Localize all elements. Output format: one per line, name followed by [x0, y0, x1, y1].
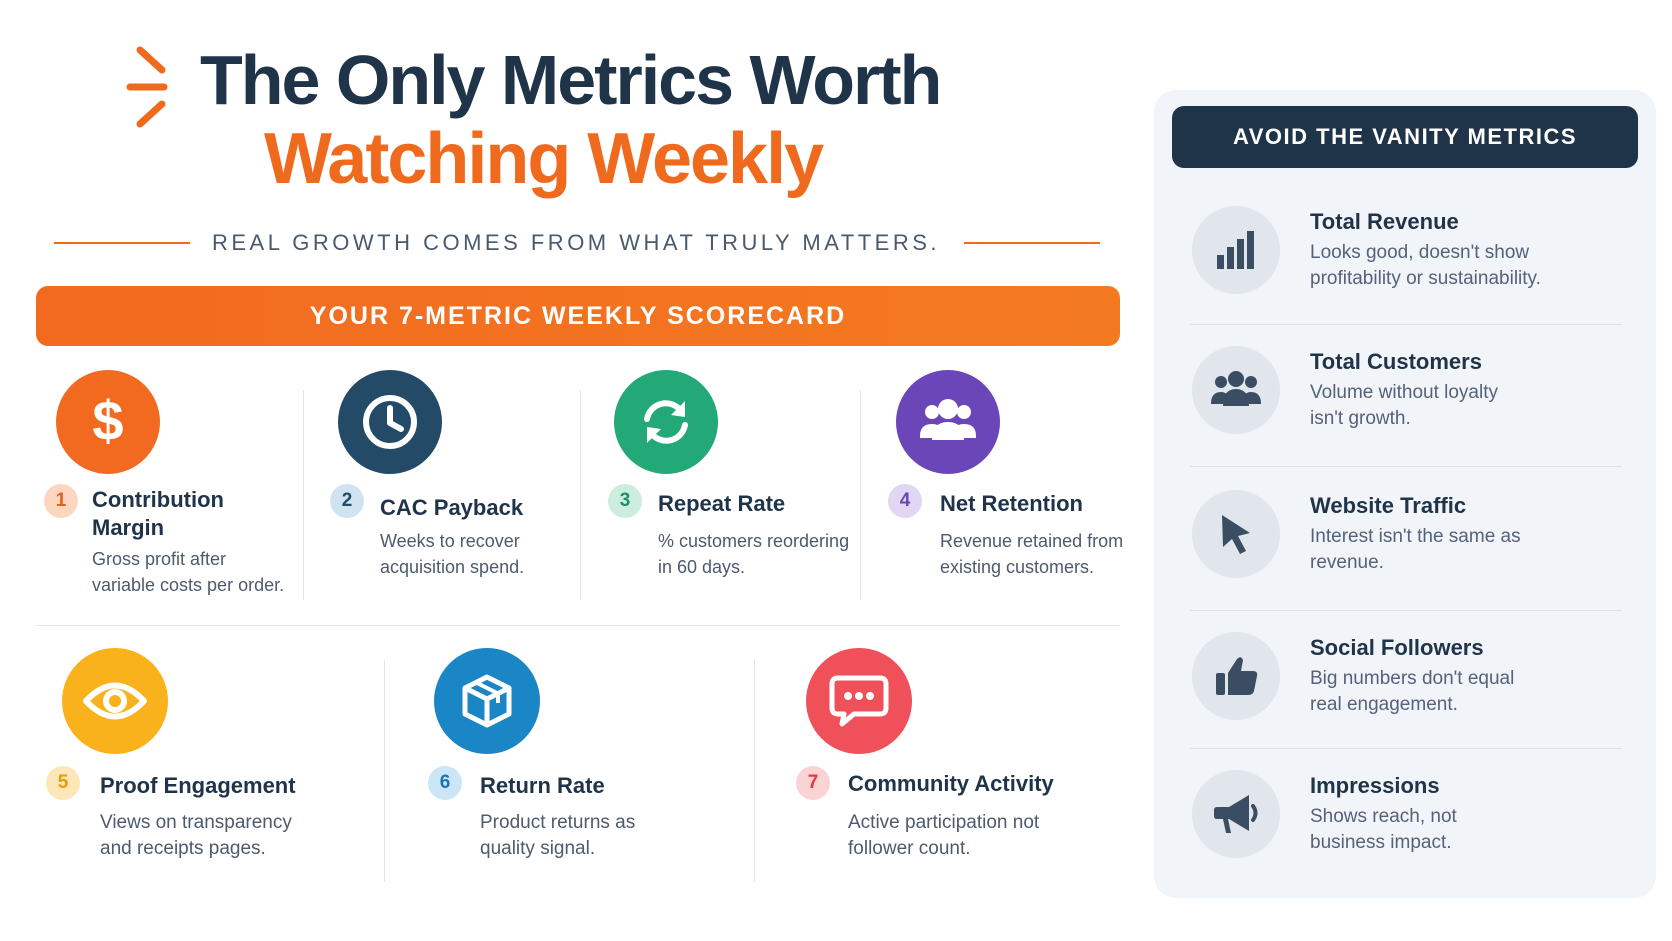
metric-name: Net Retention — [940, 491, 1083, 516]
metric-name: Proof Engagement — [100, 773, 296, 798]
metric-number-badge: 7 — [796, 766, 830, 800]
metric-card-community-activity: 7 Community Activity Active participatio… — [796, 648, 1126, 888]
scorecard-banner: YOUR 7-METRIC WEEKLY SCORECARD — [36, 286, 1120, 346]
metric-number-badge: 1 — [44, 484, 78, 518]
metric-card-net-retention: 4 Net Retention Revenue retained from ex… — [888, 370, 1138, 600]
metric-number-badge: 2 — [330, 484, 364, 518]
vanity-name: Total Revenue — [1310, 209, 1459, 234]
metric-number-badge: 5 — [46, 766, 80, 800]
burst-accent-icon — [126, 46, 168, 128]
column-divider — [384, 660, 385, 882]
vanity-name: Impressions — [1310, 773, 1440, 798]
vanity-divider — [1190, 324, 1622, 325]
column-divider — [754, 660, 755, 882]
metric-name: Repeat Rate — [658, 491, 786, 516]
vanity-banner: AVOID THE VANITY METRICS — [1172, 106, 1638, 168]
vanity-item-total-revenue: Total Revenue Looks good, doesn't show p… — [1192, 204, 1632, 300]
vanity-item-website-traffic: Website Traffic Interest isn't the same … — [1192, 488, 1632, 584]
metric-number-badge: 6 — [428, 766, 462, 800]
vanity-divider — [1190, 466, 1622, 467]
vanity-item-total-customers: Total Customers Volume without loyalty i… — [1192, 344, 1632, 440]
metric-description: Product returns as quality signal. — [480, 812, 636, 859]
vanity-icon-circle — [1192, 346, 1280, 434]
page-subtitle: REAL GROWTH COMES FROM WHAT TRULY MATTER… — [212, 230, 940, 255]
vanity-item-impressions: Impressions Shows reach, not business im… — [1192, 768, 1632, 864]
vanity-description: Big numbers don't equal real engagement. — [1310, 668, 1515, 715]
column-divider — [580, 390, 581, 600]
metric-card-proof-engagement: 5 Proof Engagement Views on transparency… — [46, 648, 366, 888]
cursor-icon — [1222, 515, 1250, 554]
thumbs-up-icon — [1216, 657, 1258, 695]
metric-description: Weeks to recover acquisition spend. — [380, 531, 525, 577]
metric-name: Community Activity — [848, 771, 1054, 796]
metric-name: CAC Payback — [380, 495, 524, 520]
vanity-icon-circle — [1192, 632, 1280, 720]
bar-chart-icon — [1217, 231, 1254, 269]
svg-text:$: $ — [92, 392, 123, 452]
vanity-name: Social Followers — [1310, 635, 1484, 660]
vanity-item-social-followers: Social Followers Big numbers don't equal… — [1192, 630, 1632, 726]
refresh-icon — [644, 400, 688, 444]
metric-icon-circle — [338, 370, 442, 474]
metric-description: Gross profit after variable costs per or… — [92, 549, 285, 595]
vanity-description: Volume without loyalty isn't growth. — [1310, 382, 1498, 429]
megaphone-icon — [1214, 795, 1258, 833]
metric-name: Return Rate — [480, 773, 605, 798]
subtitle-rule-right — [964, 242, 1100, 244]
metric-name: Contribution Margin — [92, 487, 224, 540]
metric-icon-circle — [614, 370, 718, 474]
metric-number-badge: 3 — [608, 484, 642, 518]
box-icon — [462, 674, 512, 728]
vanity-icon-circle — [1192, 770, 1280, 858]
vanity-name: Website Traffic — [1310, 493, 1467, 518]
column-divider — [860, 390, 861, 600]
metric-description: Active participation not follower count. — [848, 812, 1040, 859]
eye-icon — [83, 682, 147, 720]
metric-icon-circle: $ — [56, 370, 160, 474]
vanity-description: Interest isn't the same as revenue. — [1310, 526, 1521, 573]
page-title: The Only Metrics Worth — [200, 41, 942, 119]
vanity-description: Looks good, doesn't show profitability o… — [1310, 242, 1541, 289]
metric-icon-circle — [806, 648, 912, 754]
vanity-divider — [1190, 610, 1622, 611]
metric-card-cac-payback: 2 CAC Payback Weeks to recover acquisiti… — [330, 370, 570, 600]
row-divider — [36, 625, 1120, 626]
metric-icon-circle — [62, 648, 168, 754]
chat-icon — [829, 675, 889, 727]
group-icon — [1211, 371, 1261, 406]
page-title-highlight: Watching Weekly — [264, 119, 824, 199]
metric-card-contribution-margin: $ 1 Contribution Margin Gross profit aft… — [44, 370, 294, 600]
metric-icon-circle — [896, 370, 1000, 474]
subtitle-rule-left — [54, 242, 190, 244]
vanity-divider — [1190, 748, 1622, 749]
clock-icon — [363, 395, 417, 449]
metric-description: % customers reordering in 60 days. — [658, 531, 850, 577]
users-icon — [920, 399, 976, 440]
metric-icon-circle — [434, 648, 540, 754]
dollar-icon: $ — [92, 392, 123, 452]
vanity-icon-circle — [1192, 206, 1280, 294]
metric-card-return-rate: 6 Return Rate Product returns as quality… — [428, 648, 728, 888]
metric-card-repeat-rate: 3 Repeat Rate % customers reordering in … — [608, 370, 849, 600]
metric-description: Revenue retained from existing customers… — [940, 531, 1124, 577]
column-divider — [303, 390, 304, 600]
vanity-description: Shows reach, not business impact. — [1310, 806, 1457, 853]
metric-number-badge: 4 — [888, 484, 922, 518]
metric-description: Views on transparency and receipts pages… — [100, 812, 292, 859]
vanity-name: Total Customers — [1310, 349, 1482, 374]
vanity-icon-circle — [1192, 490, 1280, 578]
